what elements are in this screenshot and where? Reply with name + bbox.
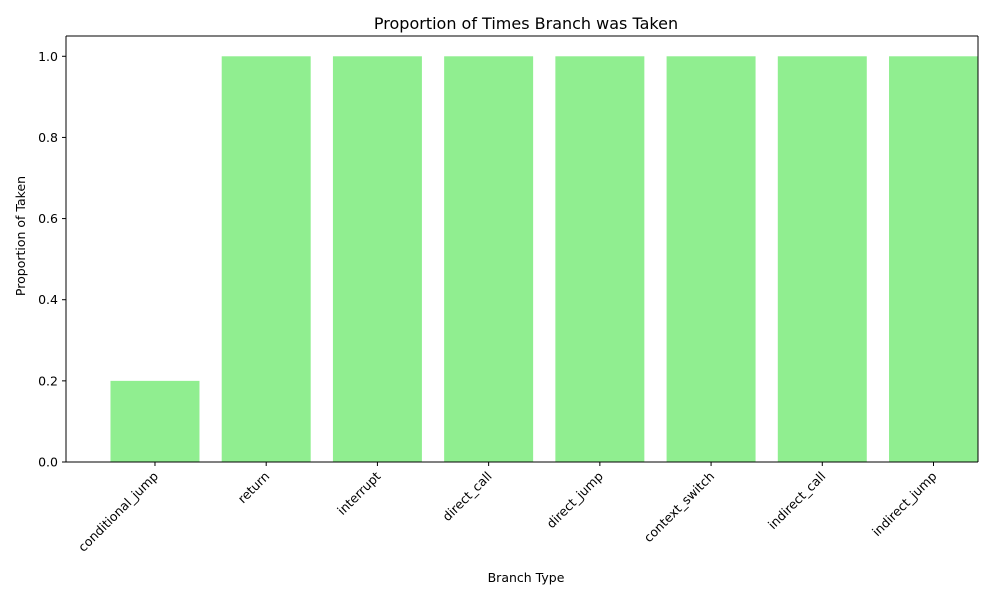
y-tick-label: 0.6	[38, 211, 58, 226]
bar-conditional-jump	[110, 380, 200, 462]
x-axis-label: Branch Type	[488, 570, 565, 585]
bar-context-switch	[666, 56, 756, 462]
y-tick-label: 0.8	[38, 130, 58, 145]
bar-indirect-jump	[889, 56, 978, 462]
y-tick-label: 1.0	[38, 49, 58, 64]
bar-direct-call	[444, 56, 534, 462]
bar-indirect-call	[777, 56, 867, 462]
bar-interrupt	[332, 56, 422, 462]
y-axis-label: Proportion of Taken	[13, 176, 28, 296]
y-tick-label: 0.4	[38, 292, 58, 307]
bar-direct-jump	[555, 56, 645, 462]
y-tick-label: 0.2	[38, 373, 58, 388]
bar-return	[221, 56, 311, 462]
y-tick-label: 0.0	[38, 455, 58, 470]
chart-title: Proportion of Times Branch was Taken	[374, 14, 678, 33]
